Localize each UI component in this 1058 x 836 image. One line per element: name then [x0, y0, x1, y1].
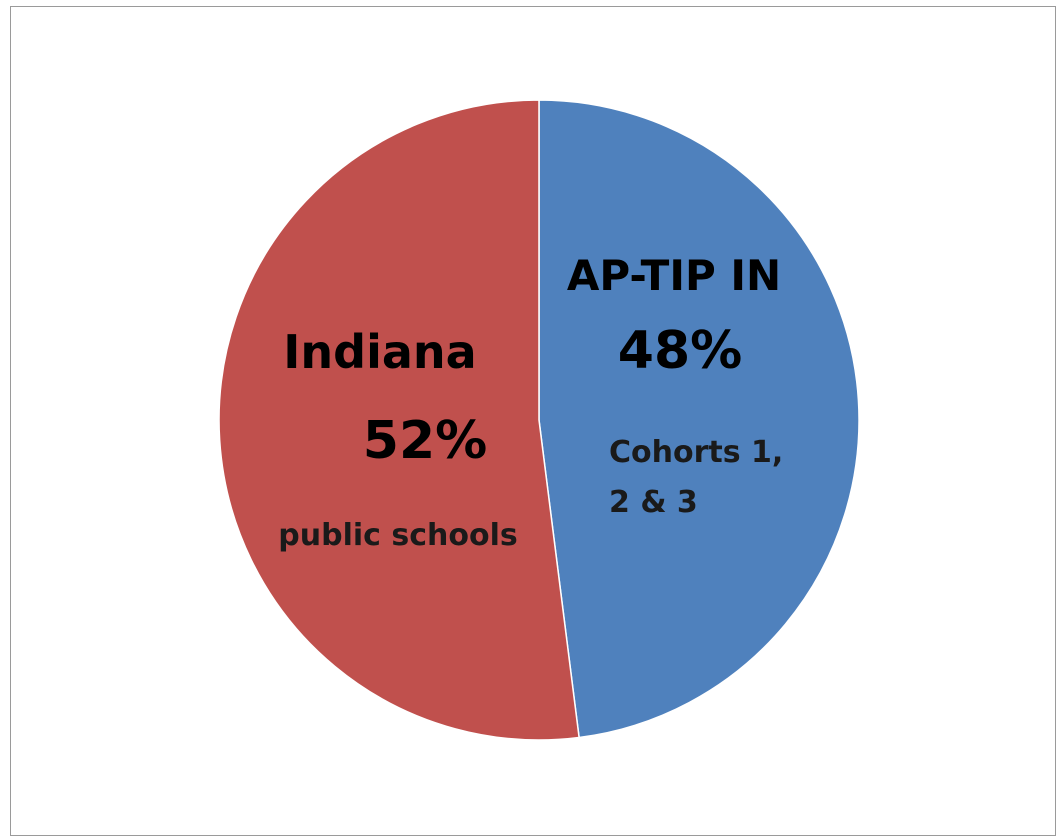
pie-slice-indiana: [218, 99, 580, 741]
slice-note-ap-tip-line2: 2 & 3: [609, 485, 698, 520]
slice-note-ap-tip-line1: Cohorts 1,: [609, 435, 783, 470]
slice-label-indiana: Indiana: [283, 325, 476, 379]
slice-percent-indiana: 52%: [363, 411, 487, 471]
slice-note-indiana: public schools: [278, 518, 517, 553]
pie-slices: [218, 99, 860, 741]
slice-label-ap-tip: AP-TIP IN: [567, 251, 781, 300]
pie-slice-ap-tip-in: [538, 99, 860, 739]
slice-percent-ap-tip: 48%: [618, 321, 742, 381]
